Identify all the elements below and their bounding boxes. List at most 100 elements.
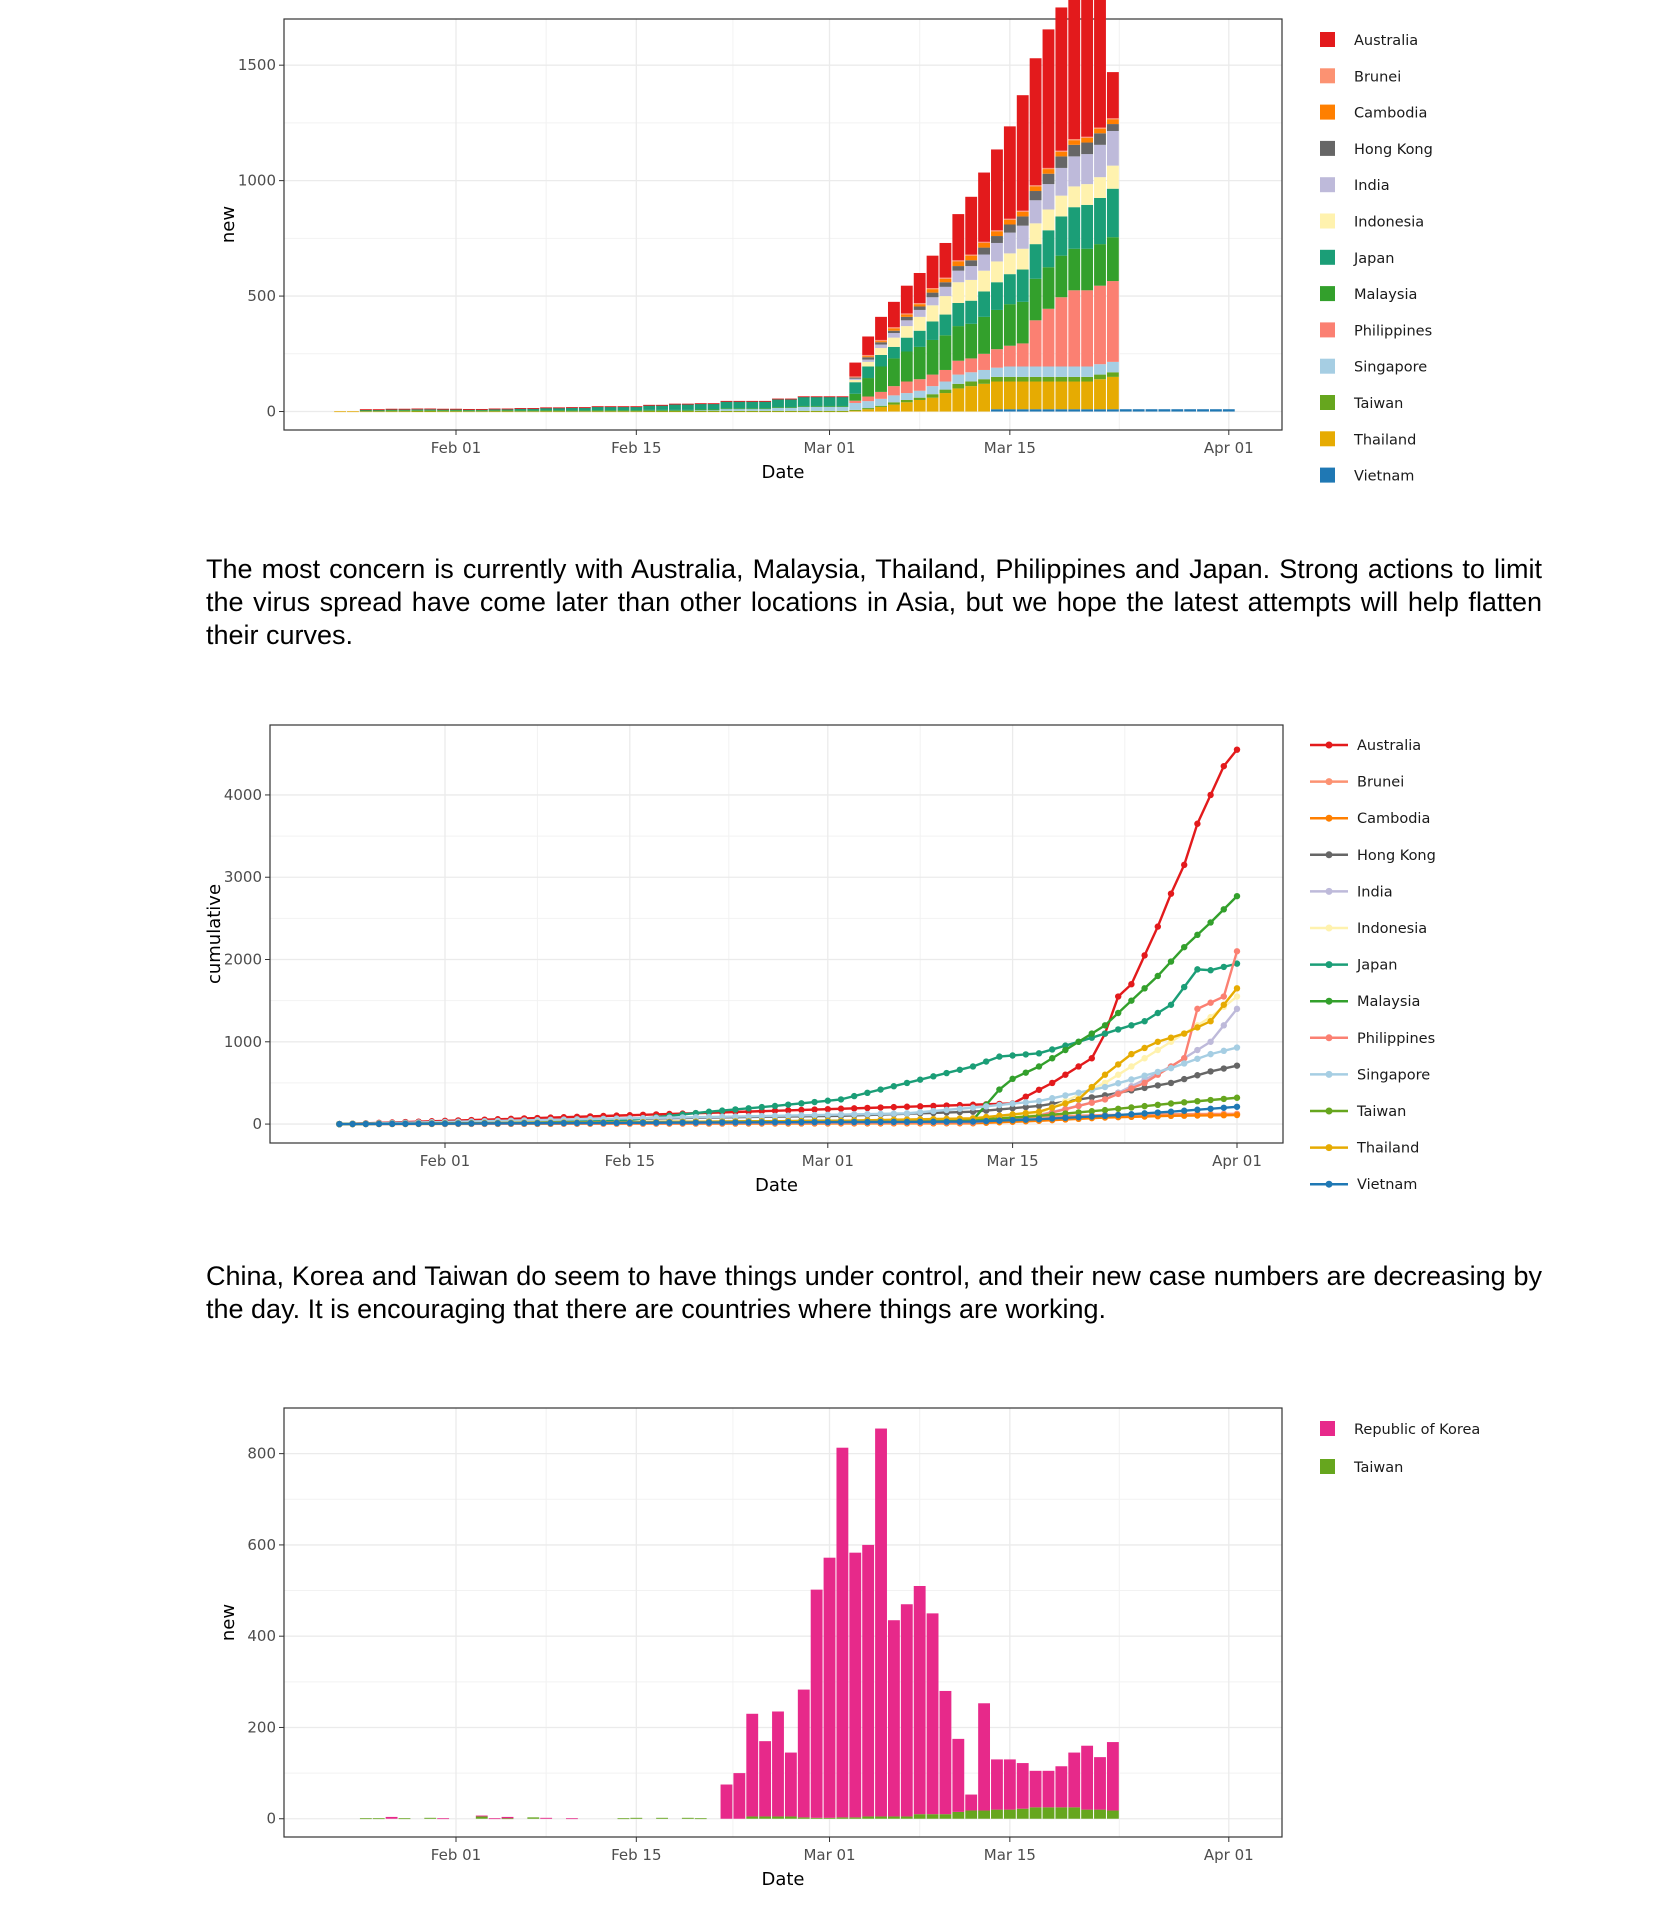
point-malaysia xyxy=(1141,985,1148,992)
bar-taiwan xyxy=(1094,1809,1106,1819)
bar-singapore xyxy=(733,408,746,411)
bar-australia xyxy=(540,407,553,409)
bar-japan xyxy=(501,408,514,411)
bar-thailand xyxy=(913,399,926,412)
bar-australia xyxy=(862,336,875,355)
x-axis-title: Date xyxy=(761,462,804,483)
bar-brunei xyxy=(926,287,939,290)
bar-hong-kong xyxy=(978,247,991,255)
point-singapore xyxy=(877,1110,884,1118)
legend-label-vietnam: Vietnam xyxy=(1357,1177,1417,1193)
bar-malaysia xyxy=(604,410,617,411)
bar-india xyxy=(978,254,991,271)
bar-brunei xyxy=(952,260,965,262)
bar-malaysia xyxy=(900,351,913,382)
bar-vietnam xyxy=(1209,409,1222,412)
point-thailand xyxy=(1088,1083,1096,1091)
point-australia xyxy=(798,1106,805,1114)
point-australia xyxy=(890,1103,897,1111)
bar-australia xyxy=(978,172,991,242)
legend-point-malaysia xyxy=(1325,997,1333,1005)
point-philippines xyxy=(1233,948,1241,955)
bar-taiwan xyxy=(450,410,462,412)
y-tick-label: 1000 xyxy=(238,172,276,190)
point-singapore xyxy=(1207,1050,1214,1058)
bar-republic-of-korea xyxy=(1094,1757,1106,1810)
y-tick-label: 1500 xyxy=(238,56,276,74)
point-vietnam xyxy=(679,1119,686,1126)
bar-singapore xyxy=(1016,366,1029,377)
point-japan xyxy=(1167,1001,1175,1008)
legend-label-indonesia: Indonesia xyxy=(1357,921,1427,937)
bar-thailand xyxy=(849,410,862,412)
legend-label-philippines: Philippines xyxy=(1357,1031,1435,1047)
bar-thailand xyxy=(372,411,385,413)
bar-indonesia xyxy=(1029,223,1042,245)
bar-thailand xyxy=(1081,381,1094,410)
legend-label-cambodia: Cambodia xyxy=(1357,811,1430,827)
bar-malaysia xyxy=(1042,267,1055,309)
bar-taiwan xyxy=(965,1810,978,1819)
bar-brunei xyxy=(875,339,887,342)
bar-taiwan xyxy=(797,410,810,412)
bar-malaysia xyxy=(733,408,746,410)
point-vietnam xyxy=(653,1119,660,1126)
bar-indonesia xyxy=(913,316,926,331)
paragraph-2: China, Korea and Taiwan do seem to have … xyxy=(206,1261,1542,1324)
point-japan xyxy=(956,1066,963,1073)
bar-taiwan xyxy=(540,410,553,412)
point-singapore xyxy=(930,1107,937,1115)
legend-label-thailand: Thailand xyxy=(1356,1141,1419,1157)
bar-taiwan xyxy=(913,1814,926,1819)
bar-australia xyxy=(501,408,514,410)
bar-taiwan xyxy=(359,1818,372,1820)
bar-australia xyxy=(900,285,913,314)
bar-indonesia xyxy=(926,305,939,322)
bar-taiwan xyxy=(1068,376,1081,382)
bar-japan xyxy=(656,405,669,410)
bar-thailand xyxy=(359,411,372,413)
y-tick-label: 400 xyxy=(247,1627,276,1645)
point-vietnam xyxy=(639,1119,647,1126)
bar-taiwan xyxy=(604,410,617,412)
point-singapore xyxy=(837,1111,845,1118)
y-tick-label: 500 xyxy=(247,287,276,305)
x-tick-label: Mar 15 xyxy=(987,1152,1039,1170)
bar-hong-kong xyxy=(1042,173,1055,185)
bar-hong-kong xyxy=(1016,216,1029,226)
bar-brunei xyxy=(1094,127,1106,129)
legend-point-singapore xyxy=(1325,1070,1333,1078)
x-tick-label: Feb 15 xyxy=(611,1846,661,1864)
bar-australia xyxy=(669,403,681,405)
bar-malaysia xyxy=(475,410,488,412)
bar-australia xyxy=(926,255,939,288)
paragraph-1: The most concern is currently with Austr… xyxy=(206,554,1542,650)
bar-taiwan xyxy=(862,1816,875,1819)
bar-malaysia xyxy=(926,339,939,375)
point-vietnam xyxy=(877,1118,884,1126)
point-singapore xyxy=(692,1113,699,1121)
bar-singapore xyxy=(952,374,965,384)
point-australia xyxy=(864,1104,871,1112)
point-malaysia xyxy=(1167,958,1175,965)
bar-taiwan xyxy=(437,410,450,412)
bar-philippines xyxy=(862,396,875,402)
point-hong-kong xyxy=(996,1106,1003,1113)
legend-label-brunei: Brunei xyxy=(1354,69,1401,85)
point-japan xyxy=(851,1092,858,1100)
bar-australia xyxy=(411,408,424,410)
bar-taiwan xyxy=(488,410,501,412)
point-thailand xyxy=(1233,985,1241,992)
bar-japan xyxy=(862,366,875,379)
legend-swatch-malaysia xyxy=(1320,286,1335,302)
bar-japan xyxy=(488,408,501,411)
legend-swatch-taiwan xyxy=(1320,1459,1335,1474)
legend-label-australia: Australia xyxy=(1354,33,1418,49)
bar-taiwan xyxy=(1003,376,1016,382)
bar-vietnam xyxy=(1042,409,1055,412)
y-tick-label: 200 xyxy=(247,1718,276,1736)
legend-point-thailand xyxy=(1325,1144,1333,1152)
point-singapore xyxy=(771,1112,779,1120)
point-vietnam xyxy=(428,1120,435,1127)
bar-taiwan xyxy=(424,410,437,412)
